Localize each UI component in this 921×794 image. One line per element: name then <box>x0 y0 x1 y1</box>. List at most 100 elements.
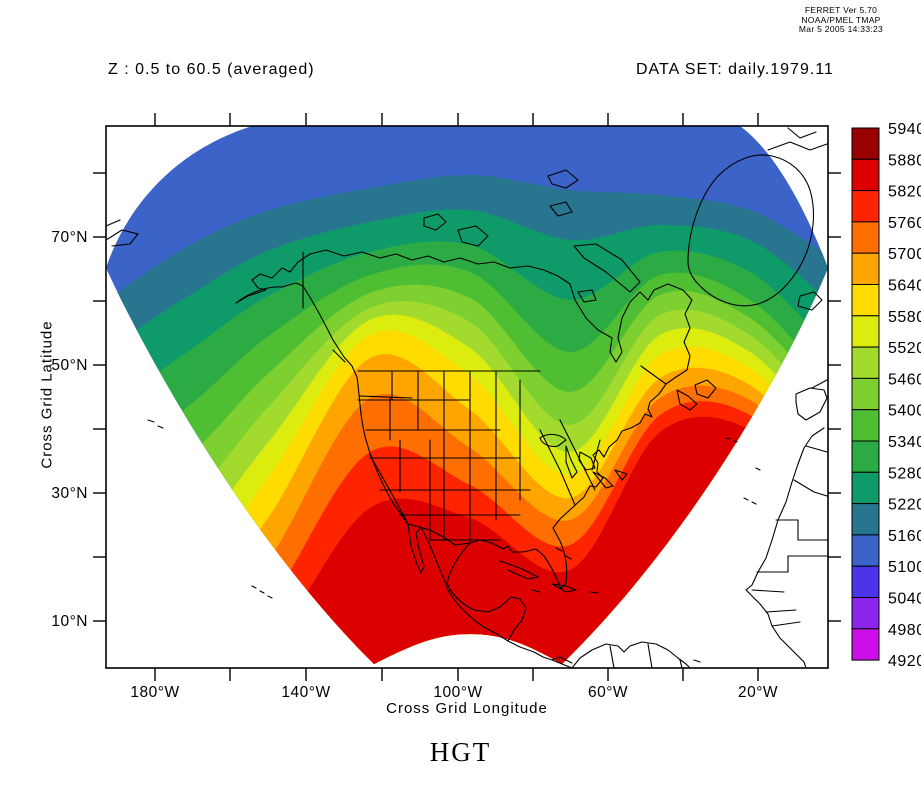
coastline-path <box>797 291 823 311</box>
coastline-path <box>693 659 701 663</box>
coastline-path <box>147 419 155 423</box>
colorbar-label: 4920 <box>888 653 921 670</box>
colorbar-cell <box>851 409 880 442</box>
plot-title: HGT <box>429 737 492 767</box>
colorbar-cell <box>851 565 880 599</box>
x-tick-label: 60°W <box>588 684 628 701</box>
x-tick-label: 140°W <box>281 684 330 701</box>
coastline-path <box>446 542 527 642</box>
colorbar-label: 5400 <box>888 403 921 420</box>
colorbar-cell <box>851 221 880 254</box>
coastline-path <box>751 589 785 593</box>
coastline-path <box>559 419 596 491</box>
coastline-path <box>793 479 828 497</box>
contour-bands <box>106 126 828 664</box>
coastline-path <box>547 169 579 189</box>
coastline-path <box>551 583 577 593</box>
colorbar-cell <box>851 252 880 285</box>
colorbar-cell <box>851 377 880 411</box>
coastline-path <box>157 425 164 429</box>
x-axis-title: Cross Grid Longitude <box>386 700 548 717</box>
colorbar-label: 5760 <box>888 215 921 232</box>
colorbar-cell <box>851 346 880 379</box>
colorbar-cell <box>851 440 880 473</box>
colorbar-label: 5700 <box>888 246 921 263</box>
coastline-path <box>531 589 541 593</box>
coastline-path <box>805 445 828 453</box>
coastline-path <box>592 471 614 489</box>
coastline-path <box>589 591 599 594</box>
colorbar-cell <box>851 127 880 160</box>
coastline-path <box>640 365 667 385</box>
colorbar-label: 5220 <box>888 497 921 514</box>
y-tick-label: 70°N <box>51 229 88 246</box>
z-range-label: Z : 0.5 to 60.5 (averaged) <box>108 61 315 78</box>
y-tick-label: 30°N <box>51 485 88 502</box>
x-tick-label: 180°W <box>130 684 179 701</box>
coastline-path <box>751 501 757 505</box>
coastline-path <box>106 229 139 247</box>
coastline-path <box>775 519 828 541</box>
coastline-path <box>259 590 265 594</box>
coastline-path <box>755 467 761 471</box>
coastline-path <box>369 454 409 525</box>
coastline-path <box>771 621 801 627</box>
colorbar-label: 5040 <box>888 591 921 608</box>
colorbar-label: 5580 <box>888 309 921 326</box>
plot-frame <box>105 125 829 669</box>
y-axis-title: Cross Grid Latitude <box>38 320 56 469</box>
coastline-path <box>577 289 597 303</box>
coastline-path <box>565 555 572 560</box>
coastline-path <box>679 659 683 668</box>
axis-ticks <box>93 113 841 681</box>
colorbar-cell <box>851 503 880 536</box>
coastline-path <box>106 219 121 227</box>
coastline-path <box>539 433 567 448</box>
coastline-path <box>725 437 731 440</box>
coastline-path <box>614 469 628 481</box>
colorbar-label: 5940 <box>888 121 921 138</box>
coastline-path <box>609 645 615 668</box>
colorbar-cell <box>851 284 880 317</box>
colorbar-label: 5640 <box>888 278 921 295</box>
coastline-path <box>551 659 573 668</box>
coastline-path <box>565 445 578 479</box>
coastline-path <box>457 225 489 247</box>
tick-labels: 180°W 140°W 100°W 60°W 20°W 70°N 50°N 30°N 10°N <box>51 229 777 701</box>
coastline-path <box>539 429 576 506</box>
coastline-path <box>407 523 471 546</box>
colorbar-cell <box>851 190 880 223</box>
coastline-path <box>423 213 447 231</box>
x-tick-label: 100°W <box>433 684 482 701</box>
colorbar-cell <box>851 628 880 661</box>
coastline-path <box>647 643 653 668</box>
dataset-label: DATA SET: daily.1979.11 <box>636 61 834 78</box>
coastline-path <box>811 379 828 389</box>
y-tick-label: 10°N <box>51 613 88 630</box>
coastline-path <box>332 349 346 363</box>
coastline-path <box>733 440 738 443</box>
ferret-org: NOAA/PMEL TMAP <box>801 14 881 25</box>
coastline-path <box>555 547 563 552</box>
ferret-timestamp: Mar 5 2005 14:33:23 <box>798 24 884 34</box>
coastline-path <box>765 609 797 613</box>
coastline-path <box>743 497 749 501</box>
coastline-path <box>549 201 573 217</box>
colorbar-label: 5520 <box>888 340 921 357</box>
coastline-path <box>795 387 828 421</box>
colorbar-cell <box>851 534 880 567</box>
coastline-path <box>591 439 601 471</box>
ferret-version: FERRET Ver 5.70 <box>804 5 878 15</box>
coastline-path <box>267 595 273 599</box>
coastline-path <box>359 395 413 399</box>
coastlines <box>106 127 828 668</box>
map-area <box>106 126 828 668</box>
colorbar-label: 5280 <box>888 465 921 482</box>
colorbar-label: 5880 <box>888 152 921 169</box>
coastline-path <box>571 641 691 668</box>
coastline-path <box>251 585 257 589</box>
coastline-path <box>694 379 717 399</box>
colorbar-cell <box>851 315 880 348</box>
